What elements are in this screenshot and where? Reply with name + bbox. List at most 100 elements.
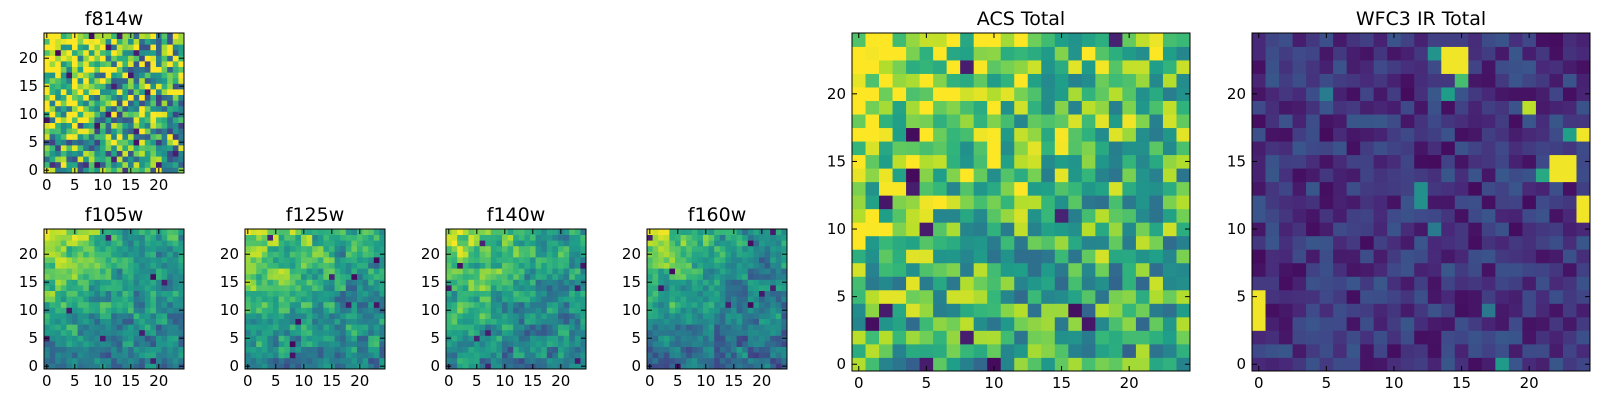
heatmap-cell bbox=[133, 100, 140, 107]
heatmap-cell bbox=[111, 341, 118, 347]
heatmap-cell bbox=[306, 313, 313, 319]
y-tick-label: 5 bbox=[229, 329, 239, 347]
heatmap-cell bbox=[144, 273, 151, 280]
heatmap-cell bbox=[647, 234, 653, 241]
heatmap-cell bbox=[250, 251, 257, 258]
heatmap-cell bbox=[1000, 46, 1015, 61]
heatmap-cell bbox=[379, 329, 386, 336]
heatmap-cell bbox=[178, 341, 185, 347]
heatmap-cell bbox=[502, 240, 508, 247]
heatmap-cell bbox=[960, 222, 975, 237]
heatmap-cell bbox=[133, 33, 140, 39]
heatmap-cell bbox=[1454, 154, 1469, 169]
heatmap-cell bbox=[111, 156, 118, 163]
heatmap-cell bbox=[781, 273, 788, 280]
heatmap-cell bbox=[83, 133, 90, 140]
heatmap-cell bbox=[742, 296, 749, 303]
heatmap-cell bbox=[669, 257, 676, 263]
heatmap-cell bbox=[973, 60, 988, 74]
heatmap-cell bbox=[122, 167, 129, 174]
heatmap-cell bbox=[167, 122, 174, 129]
heatmap-cell bbox=[250, 279, 257, 286]
heatmap-cell bbox=[329, 352, 335, 359]
heatmap-cell bbox=[122, 72, 129, 79]
heatmap-cell bbox=[1549, 60, 1564, 74]
heatmap-cell bbox=[1122, 303, 1137, 318]
heatmap-cell bbox=[507, 273, 514, 280]
heatmap-cell bbox=[273, 341, 279, 347]
heatmap-cell bbox=[1319, 154, 1334, 169]
heatmap-cell bbox=[658, 307, 665, 314]
heatmap-cell bbox=[1068, 60, 1083, 74]
heatmap-cell bbox=[66, 307, 73, 314]
heatmap-cell bbox=[295, 268, 302, 275]
heatmap-cell bbox=[44, 77, 50, 84]
heatmap-cell bbox=[1576, 100, 1591, 115]
heatmap-cell bbox=[1292, 33, 1307, 47]
heatmap-cell bbox=[1054, 33, 1069, 47]
heatmap-cell bbox=[563, 335, 570, 342]
x-tick-label: 0 bbox=[645, 372, 655, 390]
heatmap-cell bbox=[770, 307, 777, 314]
heatmap-cell bbox=[446, 324, 452, 331]
heatmap-cell bbox=[167, 150, 174, 157]
heatmap-cell bbox=[161, 268, 168, 275]
heatmap-cell bbox=[535, 262, 542, 269]
heatmap-cell bbox=[250, 229, 257, 235]
heatmap-cell bbox=[1265, 195, 1280, 210]
heatmap-cell bbox=[167, 251, 174, 258]
heatmap-cell bbox=[139, 329, 146, 336]
heatmap-cell bbox=[1387, 262, 1402, 277]
heatmap-cell bbox=[261, 301, 268, 308]
heatmap-cell bbox=[496, 363, 503, 370]
heatmap-cell bbox=[708, 329, 715, 336]
heatmap-cell bbox=[133, 335, 140, 342]
heatmap-cell bbox=[55, 279, 62, 286]
heatmap-cell bbox=[663, 268, 670, 275]
x-tick-label: 15 bbox=[523, 372, 542, 390]
heatmap-cell bbox=[708, 352, 715, 359]
heatmap-cell bbox=[256, 240, 263, 247]
heatmap-cell bbox=[1081, 208, 1096, 223]
heatmap-cell bbox=[987, 114, 1002, 129]
heatmap-cell bbox=[77, 307, 84, 314]
heatmap-cell bbox=[468, 318, 475, 325]
heatmap-cell bbox=[172, 245, 179, 252]
heatmap-cell bbox=[128, 279, 134, 286]
heatmap-cell bbox=[742, 257, 749, 263]
heatmap-cell bbox=[1081, 249, 1096, 264]
heatmap-cell bbox=[574, 229, 581, 235]
heatmap-cell bbox=[49, 33, 56, 39]
heatmap-cell bbox=[457, 290, 464, 297]
heatmap-cell bbox=[144, 363, 151, 370]
heatmap-cell bbox=[691, 301, 698, 308]
heatmap-cell bbox=[172, 72, 179, 79]
heatmap-cell bbox=[1387, 249, 1402, 264]
heatmap-cell bbox=[1522, 141, 1537, 156]
heatmap-cell bbox=[334, 301, 341, 308]
heatmap-cell bbox=[1373, 303, 1388, 318]
heatmap-cell bbox=[1360, 181, 1375, 196]
heatmap-cell bbox=[1108, 222, 1123, 237]
heatmap-cell bbox=[323, 346, 330, 353]
heatmap-cell bbox=[133, 150, 140, 157]
heatmap-cell bbox=[139, 122, 146, 129]
heatmap-cell bbox=[496, 296, 503, 303]
heatmap-cell bbox=[1306, 127, 1320, 142]
heatmap-cell bbox=[116, 55, 123, 62]
heatmap-cell bbox=[156, 156, 162, 163]
heatmap-cell bbox=[518, 240, 525, 247]
heatmap-cell bbox=[100, 245, 106, 252]
heatmap-cell bbox=[334, 234, 341, 241]
heatmap-cell bbox=[892, 357, 907, 372]
heatmap-cell bbox=[49, 285, 56, 291]
heatmap-cell bbox=[128, 117, 134, 123]
heatmap-cell bbox=[1279, 289, 1293, 304]
heatmap-cell bbox=[1252, 181, 1266, 196]
heatmap-cell bbox=[474, 329, 480, 336]
heatmap-cell bbox=[535, 229, 542, 235]
heatmap-cell bbox=[764, 257, 771, 263]
heatmap-cell bbox=[306, 346, 313, 353]
heatmap-cell bbox=[541, 313, 548, 319]
heatmap-cell bbox=[362, 268, 369, 275]
